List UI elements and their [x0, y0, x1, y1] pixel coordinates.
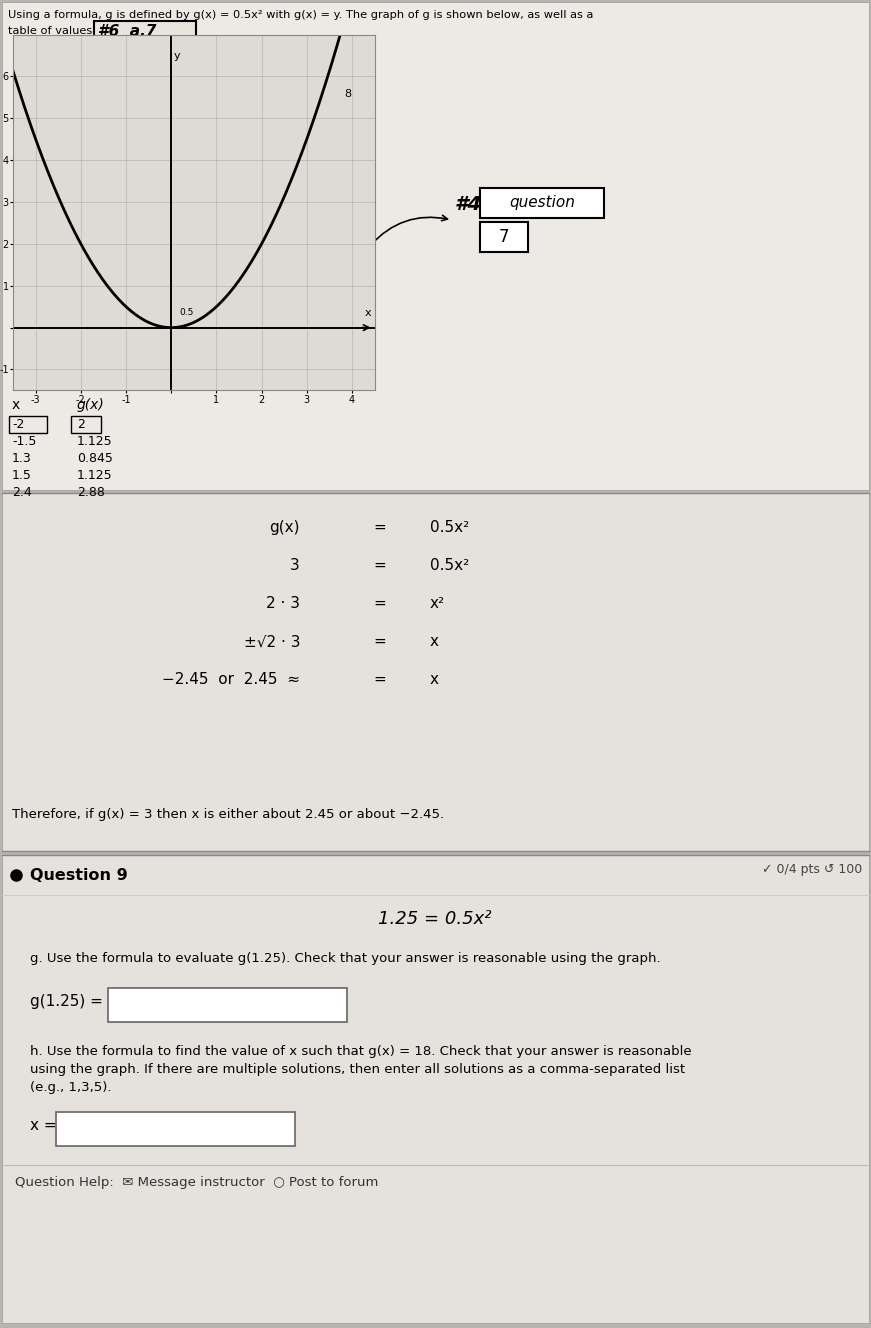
Text: 2 · 3: 2 · 3: [266, 596, 300, 611]
FancyBboxPatch shape: [2, 855, 869, 1323]
Text: 2: 2: [77, 418, 84, 432]
Text: 3: 3: [290, 558, 300, 572]
Text: #6  a.7: #6 a.7: [98, 24, 157, 39]
Text: h. Use the formula to find the value of x such that g(x) = 18. Check that your a: h. Use the formula to find the value of …: [30, 1045, 692, 1058]
Text: 1.3: 1.3: [12, 452, 31, 465]
Text: 0.5x²: 0.5x²: [430, 558, 469, 572]
Text: 0.845: 0.845: [77, 452, 113, 465]
Text: y: y: [173, 52, 180, 61]
Text: Question 9: Question 9: [30, 867, 128, 883]
Text: Using a formula, g is defined by g(x) = 0.5x² with g(x) = y. The graph of g is s: Using a formula, g is defined by g(x) = …: [8, 11, 593, 20]
Text: (e.g., 1,3,5).: (e.g., 1,3,5).: [30, 1081, 111, 1094]
Text: x: x: [430, 672, 439, 687]
Text: =: =: [374, 672, 387, 687]
Text: x: x: [430, 633, 439, 649]
Text: table of values.: table of values.: [8, 27, 96, 36]
Text: 1.5: 1.5: [12, 469, 32, 482]
Text: =: =: [374, 596, 387, 611]
FancyBboxPatch shape: [480, 222, 528, 252]
Text: Therefore, if g(x) = 3 then x is either about 2.45 or about −2.45.: Therefore, if g(x) = 3 then x is either …: [12, 807, 444, 821]
Text: −2.45  or  2.45  ≈: −2.45 or 2.45 ≈: [162, 672, 300, 687]
Text: -1.5: -1.5: [12, 436, 37, 448]
Text: ✓ 0/4 pts ↺ 100: ✓ 0/4 pts ↺ 100: [762, 863, 862, 876]
Text: 7: 7: [499, 228, 510, 246]
Text: =: =: [374, 558, 387, 572]
Text: 2.88: 2.88: [77, 486, 105, 499]
Text: question: question: [509, 195, 575, 211]
Text: ±√2 · 3: ±√2 · 3: [244, 633, 300, 649]
Text: #4: #4: [455, 195, 483, 214]
Text: 0.5x²: 0.5x²: [430, 521, 469, 535]
Text: g(1.25) =: g(1.25) =: [30, 993, 103, 1009]
FancyBboxPatch shape: [480, 189, 604, 218]
FancyBboxPatch shape: [56, 1112, 295, 1146]
Text: x²: x²: [430, 596, 445, 611]
Text: g. Use the formula to evaluate g(1.25). Check that your answer is reasonable usi: g. Use the formula to evaluate g(1.25). …: [30, 952, 660, 965]
Text: x: x: [364, 308, 371, 319]
FancyBboxPatch shape: [2, 493, 869, 851]
Text: 1.25 = 0.5x²: 1.25 = 0.5x²: [378, 910, 492, 928]
Text: x =: x =: [30, 1118, 57, 1133]
FancyBboxPatch shape: [108, 988, 347, 1023]
Text: -2: -2: [12, 418, 24, 432]
Text: 8: 8: [344, 89, 351, 100]
Text: Question Help:  ✉ Message instructor  ○ Post to forum: Question Help: ✉ Message instructor ○ Po…: [15, 1177, 378, 1189]
Text: 1.125: 1.125: [77, 469, 112, 482]
Text: =: =: [374, 633, 387, 649]
Text: using the graph. If there are multiple solutions, then enter all solutions as a : using the graph. If there are multiple s…: [30, 1062, 685, 1076]
Text: 2.4: 2.4: [12, 486, 31, 499]
Text: x: x: [12, 398, 20, 412]
Text: =: =: [374, 521, 387, 535]
Text: g(x): g(x): [77, 398, 105, 412]
Text: g(x): g(x): [269, 521, 300, 535]
Text: 1.125: 1.125: [77, 436, 112, 448]
FancyBboxPatch shape: [94, 21, 196, 42]
FancyBboxPatch shape: [2, 3, 869, 490]
Text: 0.5: 0.5: [179, 308, 193, 317]
